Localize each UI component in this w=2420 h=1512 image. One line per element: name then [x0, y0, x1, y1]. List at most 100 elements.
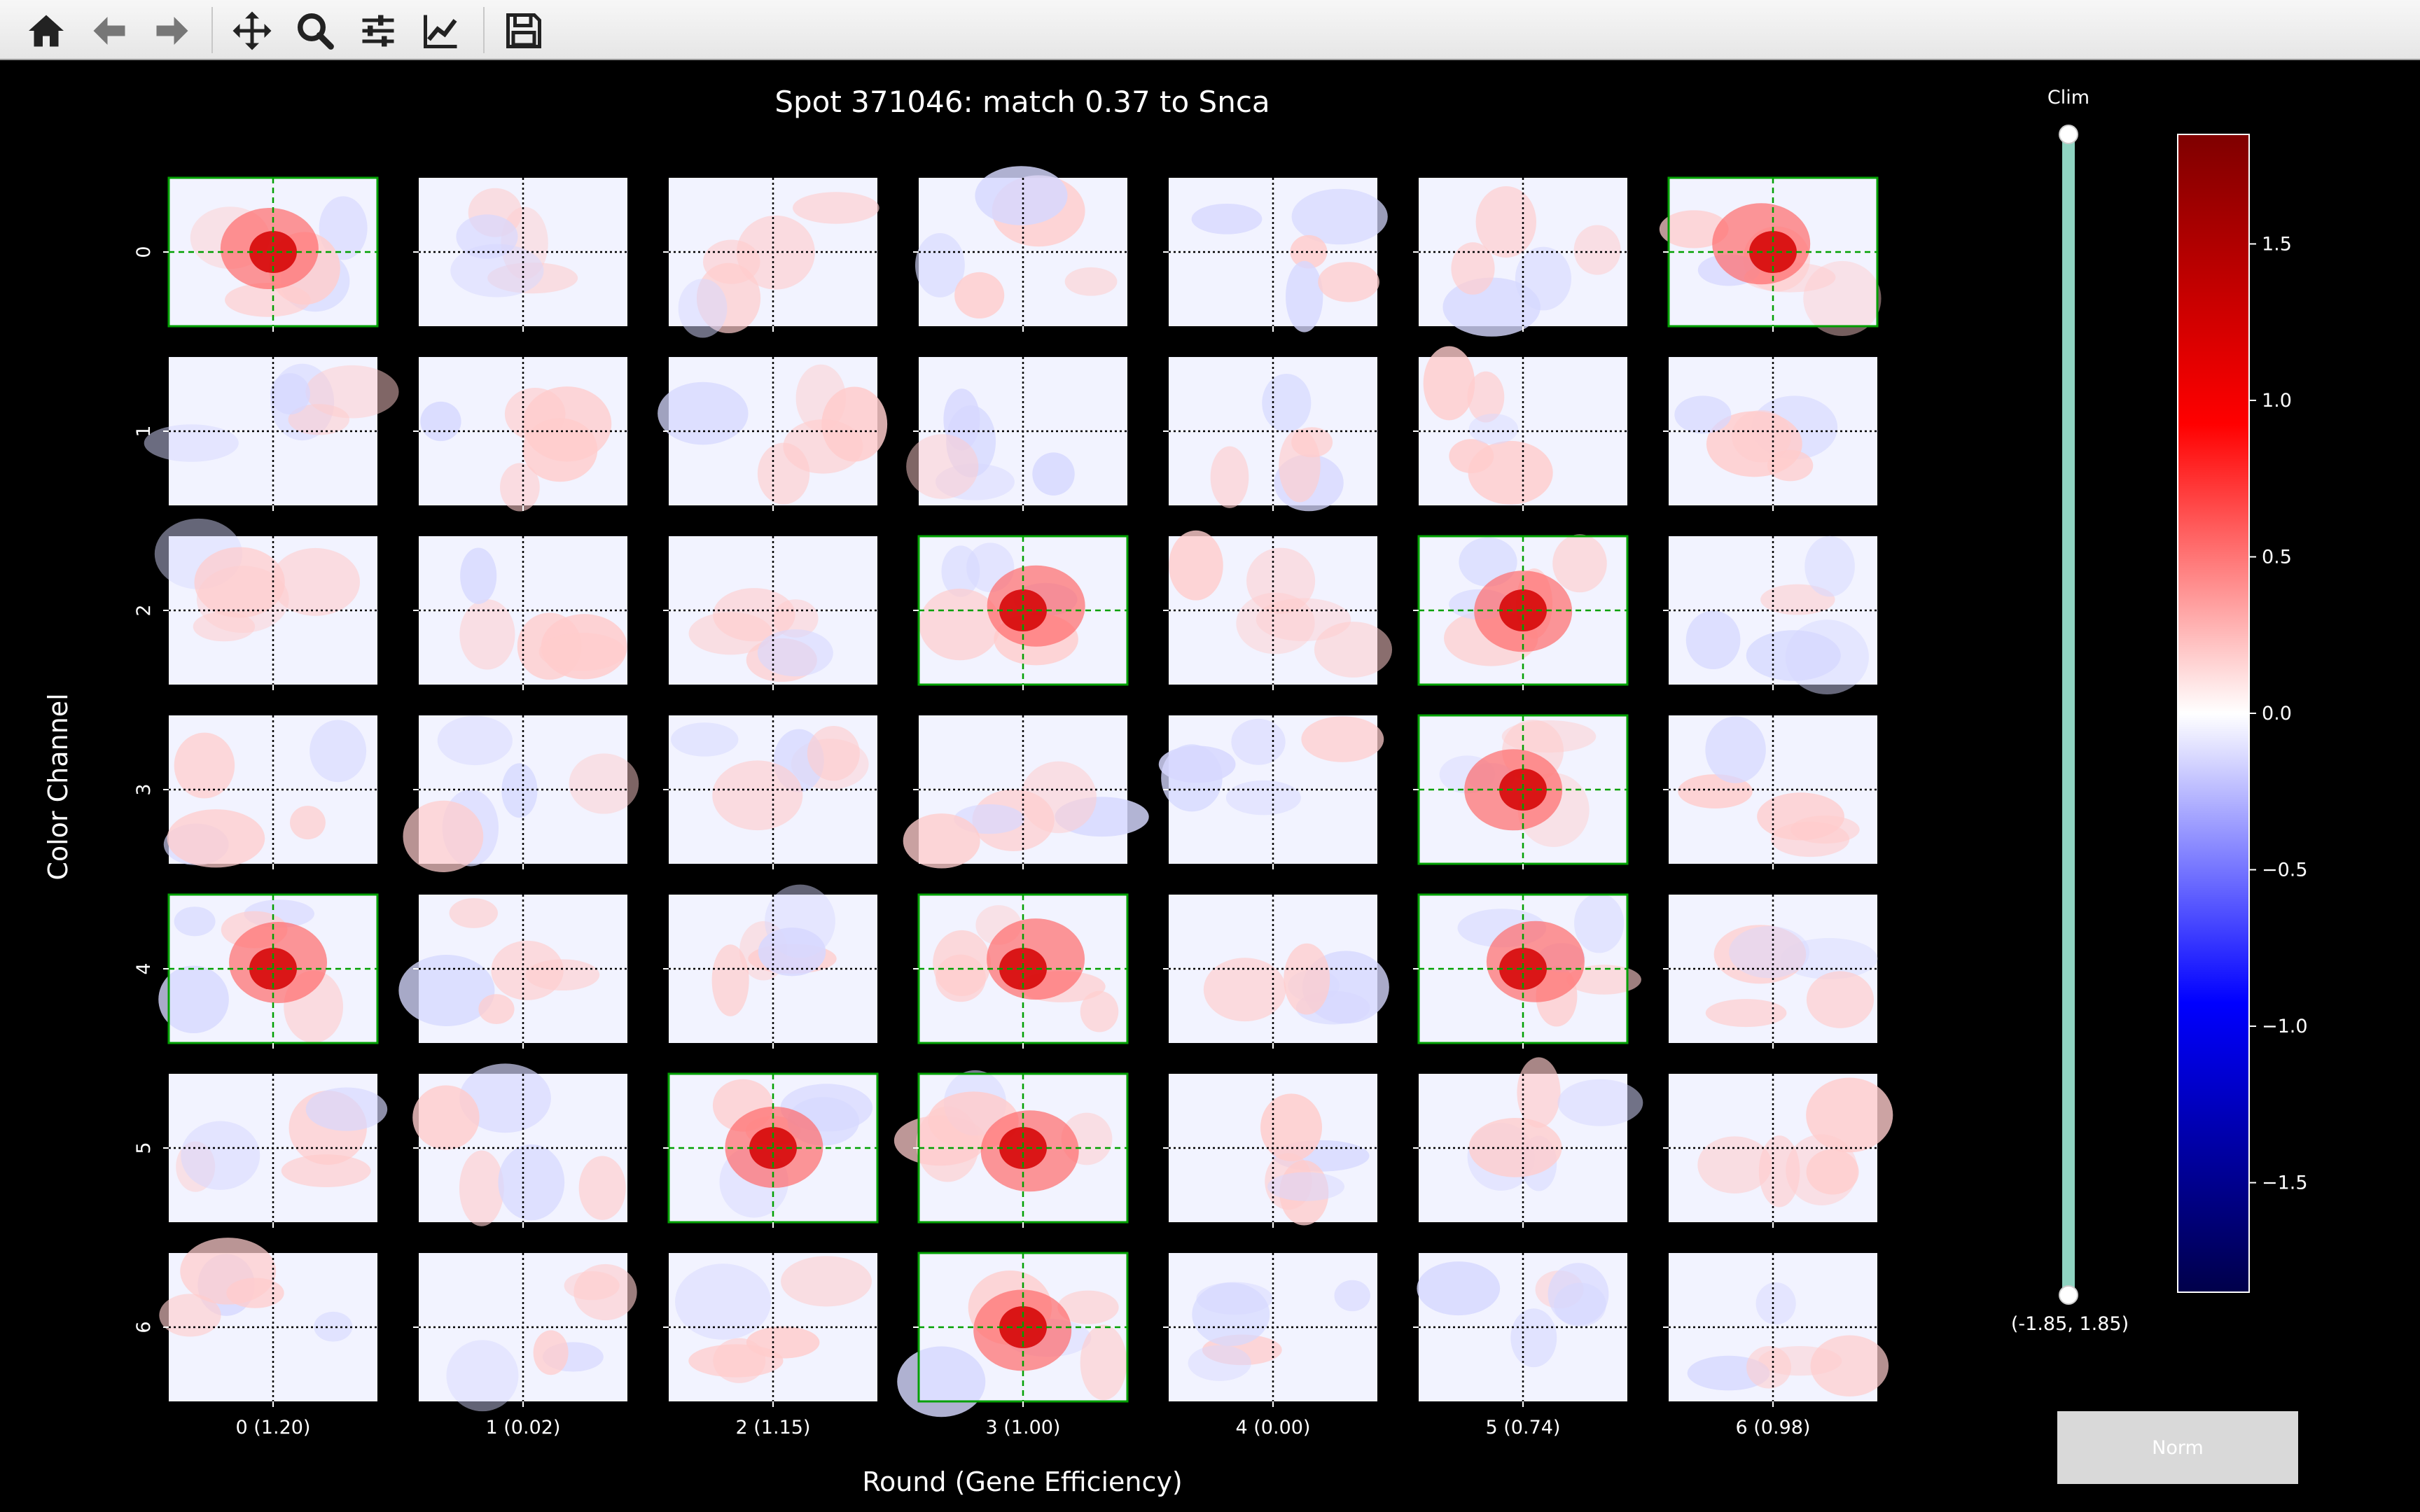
colorbar: 1.5 1.0 0.5 0.0 −0.5 −1.0 −1.5 [2177, 134, 2308, 1293]
colorbar-tick-label: 0.0 [2262, 703, 2292, 724]
tile-r3-c3 [903, 715, 1149, 869]
home-button[interactable] [21, 6, 71, 56]
tile-r1-c1 [413, 357, 627, 512]
tile-r1-c2 [413, 536, 627, 690]
colorbar-tick-label: 1.0 [2262, 390, 2292, 412]
tile-r6-c5 [1663, 1074, 1893, 1228]
arrow-right-icon [156, 17, 188, 45]
tile-r0-c1 [144, 357, 399, 511]
colorbar-gradient [2177, 134, 2250, 1293]
tile-r4-c6 [1163, 1253, 1377, 1407]
clim-slider-top-handle[interactable] [2059, 125, 2078, 144]
tile-r6-c4 [1663, 895, 1878, 1049]
clim-slider[interactable] [2059, 125, 2078, 1305]
zoom-button[interactable] [290, 6, 340, 56]
tile-r1-c6 [413, 1253, 637, 1412]
pan-button[interactable] [227, 6, 277, 56]
colorbar-tick-label: −1.0 [2262, 1016, 2308, 1037]
floppy-disk-icon [506, 13, 541, 48]
round-label-4: 4 (0.00) [1236, 1417, 1311, 1438]
round-label-3: 3 (1.00) [986, 1417, 1061, 1438]
tile-r2-c3 [663, 715, 877, 869]
edit-axis-button[interactable] [416, 6, 466, 56]
forward-button[interactable] [147, 6, 197, 56]
colorbar-tick-label: −0.5 [2262, 860, 2308, 881]
tile-r2-c4 [663, 884, 877, 1049]
channel-label-4: 4 [133, 962, 155, 974]
sliders-icon [362, 15, 394, 47]
tile-r3-c1 [906, 357, 1127, 511]
tile-r4-c5 [1163, 1074, 1377, 1228]
line-chart-icon [424, 15, 457, 48]
tile-r2-c5 [663, 1072, 879, 1228]
toolbar [0, 0, 2420, 60]
round-label-5: 5 (0.74) [1486, 1417, 1561, 1438]
tile-r0-c3 [163, 715, 377, 869]
y-axis-label: Color Channel [43, 693, 74, 880]
tile-r4-c1 [1163, 357, 1377, 512]
figure-title: Spot 371046: match 0.37 to Snca [774, 85, 1270, 119]
clim-slider-bottom-handle[interactable] [2059, 1285, 2078, 1305]
norm-button[interactable]: Norm [2057, 1411, 2298, 1484]
tile-r5-c3 [1413, 714, 1629, 869]
channel-label-3: 3 [133, 783, 155, 795]
tile-r0-c2 [154, 518, 377, 690]
home-icon [29, 15, 64, 47]
tile-r6-c1 [1663, 357, 1877, 511]
back-button[interactable] [84, 6, 134, 56]
clim-slider-track[interactable] [2062, 134, 2075, 1295]
channel-label-5: 5 [133, 1142, 155, 1154]
save-button[interactable] [499, 6, 549, 56]
configure-subplots-button[interactable] [353, 6, 403, 56]
channel-label-1: 1 [133, 425, 155, 437]
round-tick-labels: 0 (1.20) 1 (0.02) 2 (1.15) 3 (1.00) 4 (0.00)… [236, 1417, 1811, 1438]
tile-r3-c0 [913, 166, 1127, 332]
tile-r5-c1 [1413, 346, 1627, 511]
tile-r1-c4 [398, 895, 627, 1049]
arrow-left-icon [93, 17, 125, 45]
tile-r6-c6 [1663, 1253, 1889, 1407]
tile-r6-c2 [1663, 536, 1877, 695]
tile-r3-c4 [913, 893, 1129, 1049]
tile-r0-c0 [163, 176, 379, 332]
tile-r4-c0 [1163, 178, 1388, 332]
tile-r5-c2 [1413, 534, 1629, 690]
tile-grid [144, 166, 1893, 1418]
channel-label-0: 0 [133, 246, 155, 258]
clim-label: Clim [2047, 87, 2090, 108]
x-axis-label: Round (Gene Efficiency) [862, 1466, 1182, 1497]
tile-r1-c3 [403, 715, 639, 873]
tile-r5-c6 [1413, 1253, 1627, 1407]
channel-label-2: 2 [133, 604, 155, 616]
tile-r2-c2 [663, 536, 877, 690]
colorbar-tick-label: 1.5 [2262, 233, 2292, 255]
tile-r2-c0 [663, 178, 879, 338]
tile-r4-c4 [1163, 895, 1389, 1049]
tile-r1-c5 [412, 1063, 627, 1228]
round-label-6: 6 (0.98) [1736, 1417, 1811, 1438]
channel-tick-labels: 0 1 2 3 4 5 6 [133, 246, 155, 1333]
tile-r3-c2 [913, 535, 1129, 690]
tile-r6-c3 [1663, 715, 1877, 869]
tile-r4-c2 [1163, 530, 1393, 690]
tile-r6-c0 [1659, 176, 1882, 336]
tile-r5-c4 [1413, 893, 1641, 1049]
tile-r5-c0 [1413, 178, 1627, 337]
channel-label-6: 6 [133, 1321, 155, 1333]
tile-r3-c6 [897, 1252, 1129, 1418]
colorbar-tick-label: −1.5 [2262, 1172, 2308, 1194]
move-icon [232, 11, 272, 50]
round-label-1: 1 (0.02) [486, 1417, 561, 1438]
tile-r4-c3 [1158, 715, 1384, 869]
tile-r1-c0 [413, 178, 627, 332]
toolbar-separator [483, 7, 485, 53]
round-label-0: 0 (1.20) [236, 1417, 311, 1438]
colorbar-tick-label: 0.5 [2262, 546, 2292, 568]
tile-r2-c1 [658, 357, 888, 511]
clim-value: (-1.85, 1.85) [2010, 1313, 2129, 1335]
tile-r3-c5 [893, 1070, 1129, 1228]
tile-r2-c6 [663, 1253, 877, 1407]
tile-r0-c4 [158, 893, 379, 1049]
magnifier-icon [298, 13, 334, 50]
